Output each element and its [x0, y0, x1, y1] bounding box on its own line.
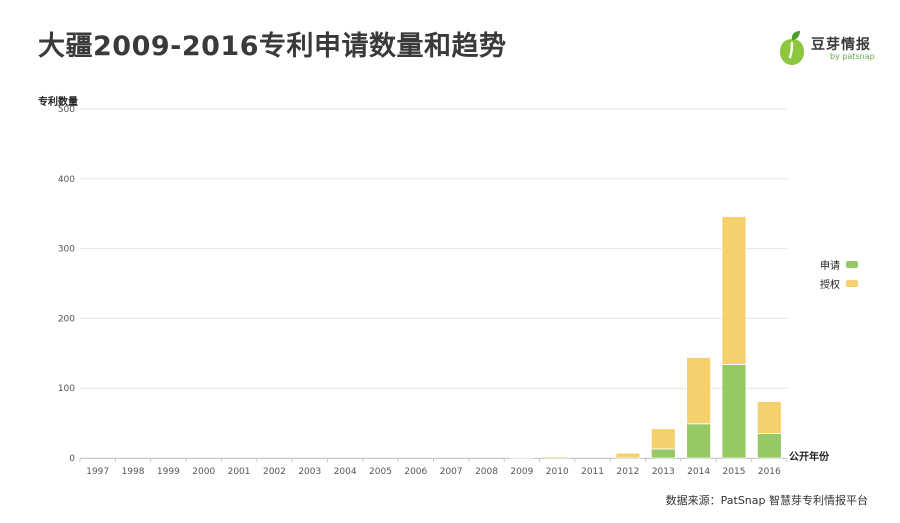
x-tick-label: 2000 — [192, 467, 215, 477]
y-axis-title: 专利数量 — [38, 97, 78, 108]
y-tick-label: 500 — [58, 105, 75, 115]
chart-legend: 申请 授权 — [820, 255, 858, 293]
bar-segment-apply — [686, 423, 712, 459]
y-tick-label: 0 — [69, 454, 75, 464]
bar-segment-grant — [544, 456, 570, 459]
y-tick-label: 100 — [58, 384, 75, 394]
bar-segment-grant — [756, 401, 782, 434]
x-tick-label: 2010 — [546, 467, 569, 477]
x-tick-label: 2001 — [228, 467, 251, 477]
logo-name: 豆芽情报 — [811, 37, 871, 53]
bar-segment-grant — [721, 216, 747, 365]
x-tick-label: 1997 — [86, 467, 109, 477]
x-tick-label: 2003 — [298, 467, 321, 477]
x-tick-label: 2006 — [404, 467, 427, 477]
logo-subtitle: by patsnap — [830, 52, 875, 61]
x-tick-label: 2002 — [263, 467, 286, 477]
x-tick-label: 2015 — [723, 467, 746, 477]
legend-swatch-grant — [846, 280, 858, 287]
x-tick-label: 2011 — [581, 467, 604, 477]
legend-item-grant: 授权 — [820, 274, 858, 293]
bar-segment-apply — [721, 364, 747, 459]
legend-swatch-apply — [846, 261, 858, 268]
x-tick-label: 2012 — [616, 467, 639, 477]
y-tick-label: 300 — [58, 245, 75, 255]
bar-segment-apply — [650, 448, 676, 459]
x-tick-label: 2014 — [687, 467, 710, 477]
legend-item-apply: 申请 — [820, 255, 858, 274]
x-tick-label: 2004 — [334, 467, 357, 477]
source-note: 数据来源：PatSnap 智慧芽专利情报平台 — [665, 494, 868, 507]
x-tick-label: 2007 — [440, 467, 463, 477]
page-title: 大疆2009-2016专利申请数量和趋势 — [38, 31, 507, 62]
x-tick-label: 2016 — [758, 467, 781, 477]
bar-segment-grant — [509, 456, 535, 459]
bar-segment-grant — [650, 428, 676, 450]
sprout-logo-icon — [780, 31, 804, 65]
x-tick-label: 2013 — [652, 467, 675, 477]
x-tick-label: 2005 — [369, 467, 392, 477]
y-tick-label: 200 — [58, 314, 75, 324]
x-tick-label: 1999 — [157, 467, 180, 477]
legend-label-grant: 授权 — [820, 280, 840, 291]
bar-segment-apply — [756, 433, 782, 459]
legend-label-apply: 申请 — [820, 261, 840, 272]
bar-segment-grant — [686, 357, 712, 425]
x-tick-label: 1998 — [122, 467, 145, 477]
x-tick-label: 2009 — [510, 467, 533, 477]
bar-segment-grant — [615, 452, 641, 459]
x-axis-title: 公开年份 — [789, 452, 829, 463]
y-tick-label: 400 — [58, 175, 75, 185]
logo: 豆芽情报 by patsnap — [778, 30, 878, 66]
x-tick-label: 2008 — [475, 467, 498, 477]
